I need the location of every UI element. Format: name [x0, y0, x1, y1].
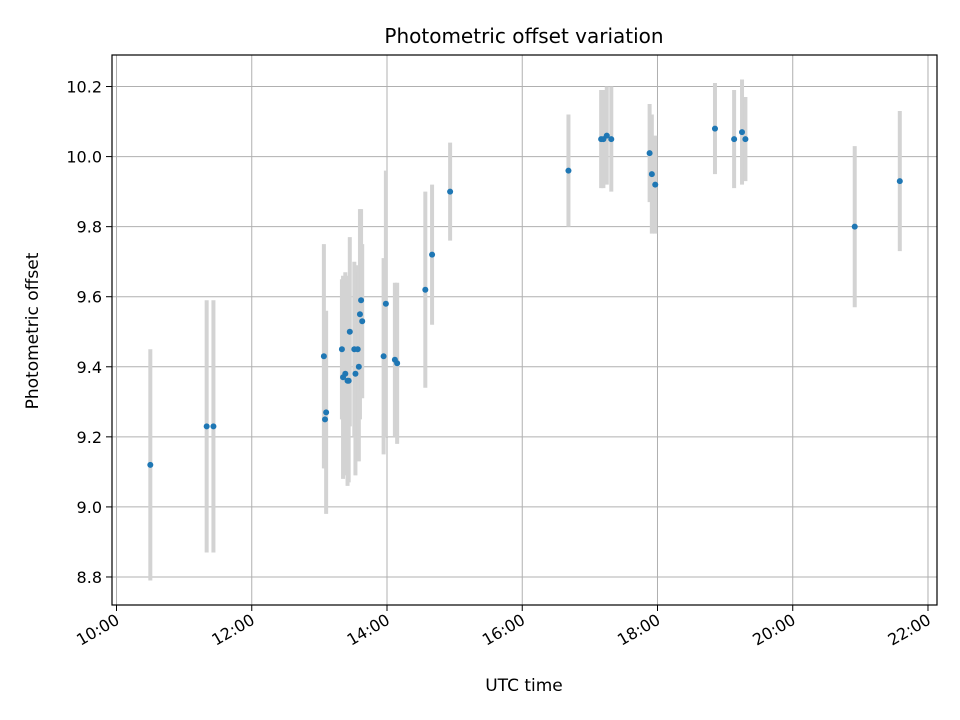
y-tick-label: 9.8 [77, 218, 102, 237]
data-point [447, 188, 454, 195]
data-point [731, 136, 738, 143]
grid [112, 55, 937, 605]
data-point [147, 461, 154, 468]
data-point [320, 353, 327, 360]
y-tick-label: 9.2 [77, 428, 102, 447]
data-point [742, 136, 749, 143]
data-point [422, 286, 429, 293]
data-point [711, 125, 718, 132]
y-axis-label: Photometric offset [23, 252, 43, 409]
data-point [203, 423, 210, 430]
y-axis-ticks: 8.8 9.0 9.2 9.4 9.6 9.8 10.0 10.2 [66, 78, 112, 587]
data-point [896, 178, 903, 185]
y-tick-label: 8.8 [77, 568, 102, 587]
data-point [338, 346, 345, 353]
data-point [356, 311, 363, 318]
data-point [739, 129, 746, 136]
data-point [355, 363, 362, 370]
data-point [565, 167, 572, 174]
data-point [358, 297, 365, 304]
data-point [354, 346, 361, 353]
data-point [342, 370, 349, 377]
data-point [345, 377, 352, 384]
data-point [322, 416, 329, 423]
y-tick-label: 10.0 [66, 148, 102, 167]
data-point [652, 181, 659, 188]
data-point [608, 136, 615, 143]
data-point [346, 328, 353, 335]
data-point [648, 171, 655, 178]
data-point [380, 353, 387, 360]
chart-title: Photometric offset variation [384, 24, 663, 48]
data-point [603, 132, 610, 139]
data-point [359, 318, 366, 325]
data-point [851, 223, 858, 230]
x-axis-label: UTC time [485, 676, 563, 696]
y-tick-label: 9.0 [77, 498, 102, 517]
data-point [210, 423, 217, 430]
data-point [323, 409, 330, 416]
data-point [429, 251, 436, 258]
y-tick-label: 9.4 [77, 358, 102, 377]
plot-frame [111, 54, 938, 606]
data-point [646, 150, 653, 157]
y-tick-label: 9.6 [77, 288, 102, 307]
data-point [382, 300, 389, 307]
data-point [394, 360, 401, 367]
y-tick-label: 10.2 [66, 78, 102, 97]
data-points [147, 125, 903, 468]
data-point [352, 370, 359, 377]
